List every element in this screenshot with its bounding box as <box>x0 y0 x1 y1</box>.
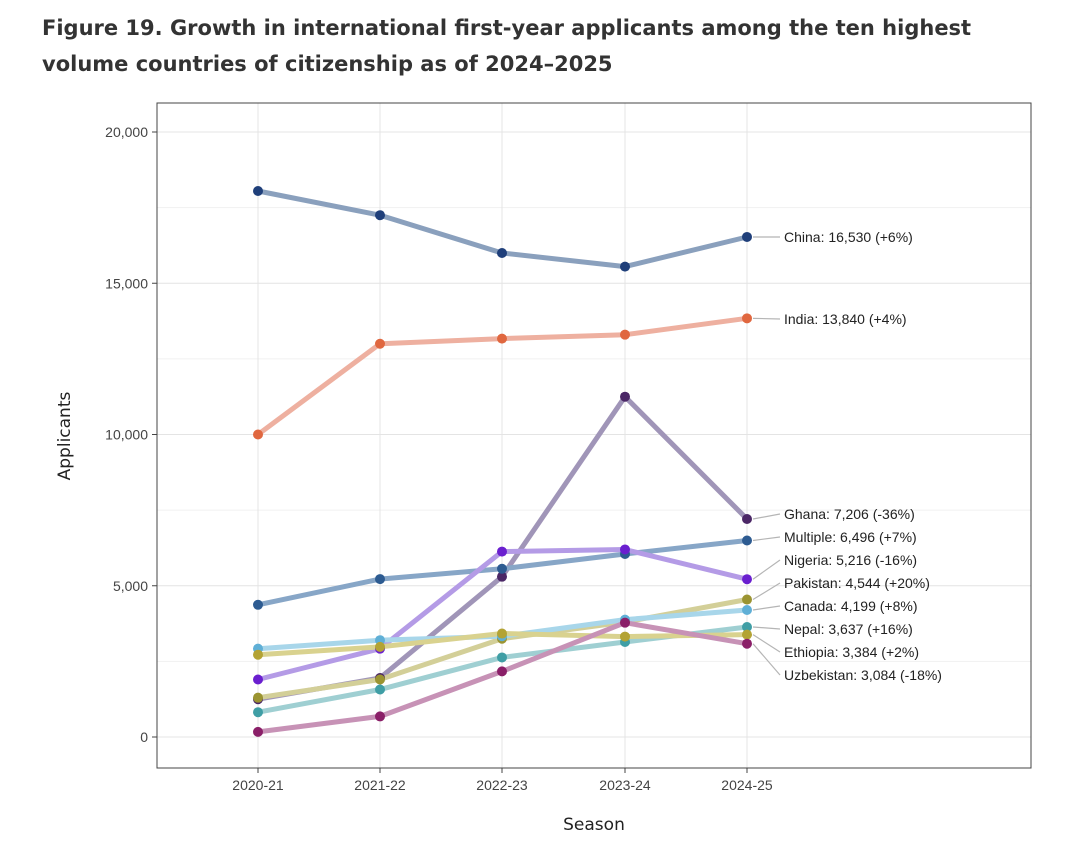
series-label-ghana: Ghana: 7,206 (-36%) <box>784 506 915 522</box>
series-label-india: India: 13,840 (+4%) <box>784 311 907 327</box>
leader-line-nepal <box>752 626 781 630</box>
series-annotations: China: 16,530 (+6%) India: 13,840 (+4%) Gh… <box>784 229 942 683</box>
data-point-ethiopia <box>375 641 385 652</box>
data-point-nigeria <box>253 674 263 685</box>
series-label-china: China: 16,530 (+6%) <box>784 229 913 245</box>
data-point-ghana <box>497 571 507 582</box>
data-point-india <box>742 313 752 324</box>
data-point-nepal <box>742 621 752 632</box>
y-tick-label: 0 <box>140 729 148 745</box>
gridlines <box>157 103 1031 768</box>
leader-line-ghana <box>752 513 781 520</box>
data-point-uzbekistan <box>497 666 507 677</box>
leader-line-canada <box>752 605 781 611</box>
leader-line-india <box>752 317 781 320</box>
y-tick-label: 20,000 <box>105 124 148 140</box>
data-point-uzbekistan <box>253 726 263 737</box>
series-label-multiple: Multiple: 6,496 (+7%) <box>784 529 917 545</box>
data-point-ethiopia <box>497 628 507 639</box>
figure-title: Figure 19. Growth in international first… <box>42 16 972 76</box>
data-point-nigeria <box>497 546 507 557</box>
series-label-nepal: Nepal: 3,637 (+16%) <box>784 621 913 637</box>
leader-line-pakistan <box>752 582 781 601</box>
series-label-uzbekistan: Uzbekistan: 3,084 (-18%) <box>784 667 942 683</box>
data-point-multiple <box>375 574 385 585</box>
y-axis-ticks: 0 5,000 10,000 15,000 20,000 <box>105 124 157 745</box>
data-point-china <box>497 248 507 258</box>
data-point-china <box>620 261 630 272</box>
x-axis-title: Season <box>563 815 625 835</box>
x-tick-label: 2020-21 <box>232 777 284 793</box>
series-label-pakistan: Pakistan: 4,544 (+20%) <box>784 575 930 591</box>
data-point-india <box>497 333 507 344</box>
x-tick-label: 2021-22 <box>354 777 406 793</box>
data-point-ghana <box>620 391 630 402</box>
y-tick-label: 15,000 <box>105 275 148 291</box>
data-point-china <box>253 185 263 196</box>
y-tick-label: 5,000 <box>113 578 148 594</box>
y-axis-title: Applicants <box>55 391 75 480</box>
data-point-pakistan <box>375 674 385 685</box>
data-point-uzbekistan <box>375 711 385 722</box>
data-point-ethiopia <box>620 631 630 642</box>
series-label-ethiopia: Ethiopia: 3,384 (+2%) <box>784 644 919 660</box>
data-point-india <box>253 429 263 440</box>
leader-line-nigeria <box>752 559 781 580</box>
data-point-pakistan <box>253 692 263 703</box>
data-point-china <box>742 231 752 242</box>
data-point-india <box>620 329 630 340</box>
data-point-ghana <box>742 514 752 525</box>
y-tick-label: 10,000 <box>105 427 148 443</box>
data-point-nigeria <box>620 544 630 555</box>
data-point-multiple <box>742 535 752 546</box>
data-point-india <box>375 338 385 349</box>
annotation-leaders <box>752 236 781 676</box>
data-point-canada <box>742 604 752 615</box>
data-point-multiple <box>253 599 263 610</box>
series-points <box>253 185 752 737</box>
data-point-ethiopia <box>253 649 263 660</box>
series-label-nigeria: Nigeria: 5,216 (-16%) <box>784 552 917 568</box>
data-point-pakistan <box>742 594 752 605</box>
data-point-uzbekistan <box>620 617 630 628</box>
data-point-nepal <box>375 684 385 695</box>
data-point-nigeria <box>742 574 752 585</box>
plot-panel-border <box>156 102 1032 769</box>
x-tick-label: 2024-25 <box>721 777 773 793</box>
series-label-canada: Canada: 4,199 (+8%) <box>784 598 917 614</box>
data-point-multiple <box>497 563 507 574</box>
data-point-nepal <box>253 707 263 718</box>
leader-line-ethiopia <box>752 634 781 653</box>
data-point-china <box>375 210 385 221</box>
x-tick-label: 2023-24 <box>599 777 651 793</box>
x-axis-ticks: 2020-21 2021-22 2022-23 2023-24 2024-25 <box>232 768 773 793</box>
leader-line-multiple <box>752 536 781 542</box>
leader-line-uzbekistan <box>752 643 781 676</box>
x-tick-label: 2022-23 <box>476 777 528 793</box>
data-point-ethiopia <box>742 629 752 640</box>
data-point-nepal <box>497 652 507 663</box>
data-point-uzbekistan <box>742 638 752 649</box>
